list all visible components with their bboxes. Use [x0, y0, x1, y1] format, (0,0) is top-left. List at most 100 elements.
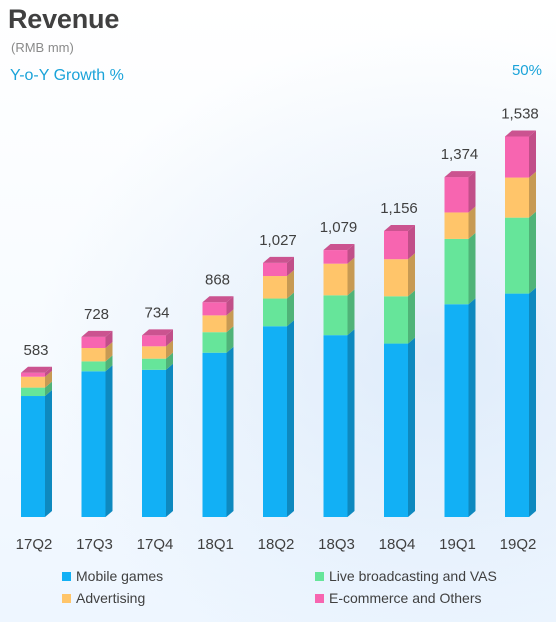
legend-swatch-ecommerce [315, 593, 324, 603]
bar-segment-mobile-games [263, 326, 287, 517]
bar-segment-advertising [21, 376, 45, 388]
x-tick-label: 17Q3 [76, 536, 113, 553]
bar-segment-advertising [81, 348, 106, 362]
bar-segment-ecommerce [384, 231, 408, 260]
bar-group-19q1 [444, 171, 476, 517]
bar-segment-mobile-games [384, 343, 408, 517]
bar-segment-mobile-games [202, 352, 227, 517]
bar-group-19q2 [505, 130, 536, 517]
bar-side-mobile-games [529, 287, 536, 517]
bar-side-advertising [105, 342, 113, 362]
bar-segment-ecommerce [21, 372, 45, 377]
bar-group-17q2 [21, 366, 52, 517]
bar-segment-mobile-games [142, 369, 166, 517]
bar-segment-live-broadcasting [202, 332, 227, 353]
bar-side-live-broadcasting [226, 326, 234, 353]
bar-side-advertising [529, 171, 536, 218]
bar-segment-ecommerce [323, 250, 348, 264]
bar-side-ecommerce [166, 329, 173, 347]
x-tick-label: 18Q1 [197, 536, 234, 553]
bar-top-face [202, 296, 234, 303]
bar-side-advertising [468, 206, 476, 239]
chart-title: Revenue [8, 4, 120, 34]
bar-segment-live-broadcasting [263, 298, 287, 327]
x-tick-label: 18Q3 [318, 536, 355, 553]
bar-segment-mobile-games [323, 335, 348, 517]
bar-segment-advertising [263, 276, 287, 299]
bar-top-face [263, 256, 294, 263]
bar-side-ecommerce [105, 330, 113, 349]
bar-side-live-broadcasting [287, 292, 294, 327]
bar-side-live-broadcasting [468, 232, 476, 305]
x-tick-label: 19Q2 [500, 536, 537, 553]
legend-label-mobile-games: Mobile games [76, 568, 164, 584]
bar-group-17q4 [142, 329, 173, 517]
x-tick-label: 18Q2 [258, 536, 295, 553]
bar-side-live-broadcasting [105, 355, 113, 372]
bar-segment-advertising [142, 346, 166, 359]
bar-segment-advertising [505, 177, 529, 218]
bar-segment-live-broadcasting [505, 217, 529, 294]
unit-label: (RMB mm) [11, 40, 74, 55]
bar-side-live-broadcasting [347, 289, 355, 336]
bar-segment-live-broadcasting [323, 295, 348, 336]
legend-swatch-advertising [62, 593, 71, 603]
bar-segment-mobile-games [21, 396, 45, 517]
bar-side-live-broadcasting [529, 211, 536, 294]
bar-total-label: 1,027 [259, 232, 297, 249]
bar-side-mobile-games [45, 390, 52, 517]
yoy-growth-value: 50% [511, 62, 542, 79]
bar-group-18q3 [323, 244, 355, 517]
bar-total-label: 1,156 [380, 200, 418, 217]
bar-segment-mobile-games [81, 371, 106, 517]
bar-side-mobile-games [347, 329, 355, 517]
bar-top-face [142, 329, 173, 336]
bar-group-17q3 [81, 330, 113, 517]
bar-side-ecommerce [529, 130, 536, 178]
bar-segment-advertising [202, 315, 227, 333]
bar-side-advertising [347, 257, 355, 296]
bar-segment-ecommerce [81, 336, 106, 349]
x-tick-label: 17Q4 [137, 536, 174, 553]
bar-segment-ecommerce [202, 302, 227, 316]
legend-label-ecommerce: E-commerce and Others [329, 590, 482, 606]
x-tick-label: 17Q2 [16, 536, 53, 553]
bar-group-18q1 [202, 296, 234, 517]
bar-group-18q4 [384, 225, 415, 517]
bar-segment-ecommerce [263, 262, 287, 277]
legend-item-mobile-games: Mobile games [62, 568, 163, 584]
chart-legend: Mobile games Live broadcasting and VAS A… [0, 566, 556, 622]
bar-segment-mobile-games [505, 293, 529, 517]
bar-side-ecommerce [468, 171, 476, 213]
bar-side-advertising [287, 270, 294, 299]
bar-group-18q2 [263, 256, 294, 517]
bar-side-mobile-games [105, 365, 113, 517]
bar-segment-ecommerce [444, 177, 469, 213]
bar-top-face [21, 366, 52, 373]
bar-segment-advertising [323, 263, 348, 296]
bar-side-advertising [408, 253, 415, 297]
bar-side-mobile-games [166, 363, 173, 517]
x-tick-label: 18Q4 [379, 536, 416, 553]
bar-segment-live-broadcasting [21, 387, 45, 397]
bar-segment-live-broadcasting [142, 358, 166, 370]
bar-side-advertising [45, 370, 52, 388]
legend-swatch-mobile-games [62, 571, 71, 581]
bar-side-mobile-games [408, 337, 415, 517]
bar-side-ecommerce [408, 225, 415, 260]
yoy-growth-label: Y-o-Y Growth % [10, 67, 124, 84]
bar-total-label: 1,374 [441, 146, 479, 163]
bar-side-advertising [226, 309, 234, 333]
bar-segment-advertising [384, 259, 408, 297]
legend-item-live-broadcasting: Live broadcasting and VAS [315, 568, 497, 584]
bar-side-live-broadcasting [166, 352, 173, 370]
bar-total-label: 868 [205, 271, 230, 288]
legend-swatch-live-broadcasting [315, 571, 324, 581]
bar-side-ecommerce [287, 256, 294, 277]
revenue-chart: 583 17Q2 728 17Q3 734 17Q4 868 18Q1 1,027 18Q2 1,0… [16, 105, 539, 553]
legend-item-advertising: Advertising [62, 590, 145, 606]
bar-side-ecommerce [347, 244, 355, 264]
bar-segment-live-broadcasting [444, 238, 469, 305]
x-tick-label: 19Q1 [439, 536, 476, 553]
